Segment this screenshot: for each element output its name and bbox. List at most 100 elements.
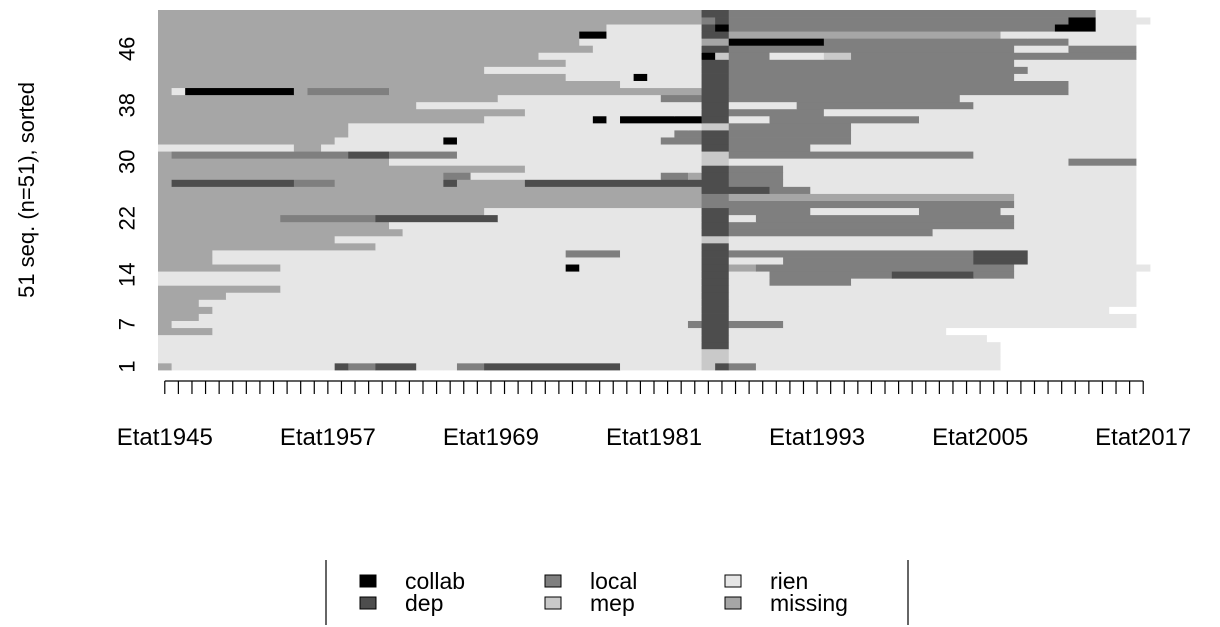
legend-swatch	[544, 596, 562, 610]
sequence-cell	[158, 355, 702, 364]
sequence-cell	[701, 235, 730, 244]
sequence-cell	[212, 257, 702, 265]
sequence-cell	[1136, 172, 1151, 180]
sequence-cell	[620, 115, 702, 124]
sequence-cell	[1014, 200, 1137, 209]
sequence-cell	[158, 193, 702, 201]
sequence-cell	[728, 355, 1001, 364]
sequence-cell	[769, 278, 852, 286]
sequence-cell	[1136, 10, 1151, 18]
sequence-cell	[959, 94, 1137, 103]
sequence-cell	[443, 137, 458, 145]
sequence-cell	[1136, 221, 1151, 230]
sequence-cell	[728, 172, 784, 180]
sequence-cell	[1136, 144, 1151, 152]
sequence-cell	[701, 362, 716, 371]
sequence-cell	[348, 362, 376, 371]
sequence-cell	[701, 130, 730, 138]
sequence-cell	[158, 250, 213, 258]
sequence-cell	[687, 122, 702, 131]
sequence-cell	[212, 327, 702, 336]
sequence-cell	[158, 17, 702, 25]
sequence-cell	[389, 221, 675, 230]
sequence-cell	[158, 221, 390, 230]
sequence-cell	[1136, 313, 1151, 321]
sequence-cell	[1136, 250, 1151, 258]
sequence-cell	[715, 362, 730, 371]
sequence-cell	[728, 52, 770, 60]
sequence-cell	[1136, 137, 1151, 145]
sequence-cell	[973, 250, 1029, 258]
sequence-cell	[728, 94, 961, 103]
sequence-cell	[973, 271, 1015, 279]
sequence-cell	[1136, 115, 1151, 124]
sequence-cell	[701, 320, 730, 329]
sequence-cell	[728, 242, 1137, 251]
y-tick-label: 14	[115, 262, 140, 286]
sequence-cell	[158, 292, 227, 300]
sequence-cell	[158, 108, 526, 117]
sequence-cell	[198, 299, 702, 307]
sequence-cell	[783, 320, 1137, 329]
sequence-cell	[647, 73, 702, 81]
sequence-cell	[158, 115, 485, 124]
sequence-cell	[293, 87, 308, 96]
sequence-cell	[783, 179, 1137, 187]
sequence-cell	[701, 17, 716, 25]
sequence-cell	[660, 94, 702, 103]
sequence-cell	[728, 108, 825, 117]
sequence-cell	[728, 214, 757, 223]
sequence-cell	[606, 24, 702, 32]
sequence-cell	[1000, 362, 1151, 371]
sequence-cell	[443, 362, 458, 371]
sequence-cell	[307, 87, 390, 96]
sequence-cell	[1136, 73, 1151, 81]
legend-label: rien	[770, 568, 808, 594]
sequence-cell	[158, 214, 281, 223]
sequence-cell	[158, 66, 485, 74]
sequence-cell	[796, 101, 974, 110]
sequence-cell	[158, 151, 172, 159]
sequence-cell	[701, 115, 730, 124]
sequence-cell	[728, 306, 1110, 314]
sequence-cell	[198, 313, 702, 321]
sequence-cell	[158, 130, 349, 138]
sequence-cell	[851, 122, 1137, 131]
sequence-cell	[1136, 101, 1151, 110]
sequence-cell	[701, 122, 730, 131]
sequence-cell	[687, 186, 702, 194]
sequence-cell	[728, 228, 933, 237]
sequence-cell	[158, 264, 281, 272]
sequence-cell	[158, 299, 200, 307]
legend-swatch	[724, 596, 742, 610]
sequence-cell	[334, 179, 444, 187]
sequence-cell	[823, 108, 1137, 117]
sequence-cell	[1136, 292, 1151, 300]
sequence-cell	[158, 306, 213, 314]
sequence-cell	[280, 285, 702, 293]
sequence-cell	[810, 207, 920, 216]
sequence-cell	[674, 151, 702, 159]
sequence-cell	[728, 341, 1001, 350]
sequence-cell	[158, 200, 702, 209]
sequence-cell	[484, 362, 621, 371]
sequence-cell	[158, 327, 213, 336]
sequence-cell	[701, 264, 730, 272]
sequence-cell	[973, 101, 1137, 110]
sequence-cell	[1014, 271, 1137, 279]
sequence-cell	[579, 31, 607, 39]
sequence-cell	[158, 334, 702, 343]
sequence-cell	[701, 207, 730, 216]
sequence-cell	[334, 362, 349, 371]
sequence-cell	[1068, 38, 1137, 46]
sequence-cell	[701, 200, 730, 209]
sequence-cell	[728, 115, 770, 124]
sequence-cell	[783, 172, 1137, 180]
legend-swatch	[359, 574, 377, 588]
sequence-cell	[728, 101, 798, 110]
sequence-cell	[728, 257, 784, 265]
sequence-cell	[701, 221, 730, 230]
sequence-cell	[1136, 24, 1151, 32]
sequence-cell	[470, 172, 662, 180]
sequence-cell	[321, 144, 702, 152]
